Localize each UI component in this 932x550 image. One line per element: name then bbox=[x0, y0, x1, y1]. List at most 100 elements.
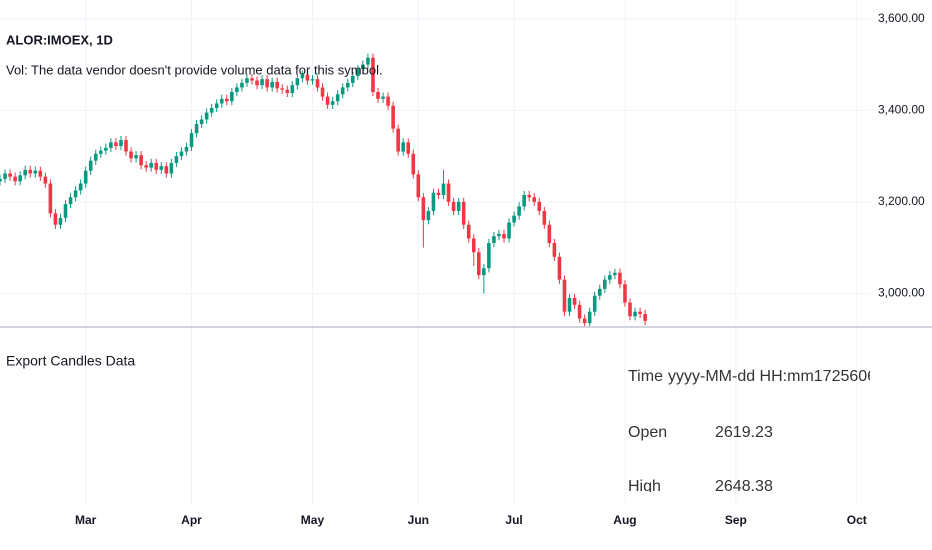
candle-body bbox=[310, 79, 315, 81]
candle-body bbox=[144, 165, 148, 168]
candle-body bbox=[230, 92, 234, 102]
candle-body bbox=[159, 166, 164, 170]
candle-body bbox=[401, 142, 405, 152]
candle-body bbox=[270, 81, 274, 88]
candle-body bbox=[587, 311, 592, 324]
candle-body bbox=[345, 82, 350, 88]
candle-body bbox=[446, 183, 451, 202]
candle-body bbox=[179, 151, 184, 157]
candle-body bbox=[99, 150, 103, 154]
candle-body bbox=[597, 288, 602, 296]
candle-body bbox=[260, 79, 264, 86]
grid bbox=[0, 0, 870, 505]
candle-body bbox=[3, 173, 7, 179]
candle-body bbox=[537, 201, 542, 212]
candle-body bbox=[466, 224, 471, 239]
candle-body bbox=[456, 201, 461, 212]
candle-body bbox=[250, 78, 254, 81]
candle-body bbox=[240, 82, 244, 88]
candle-body bbox=[28, 169, 33, 174]
x-tick-label: Sep bbox=[725, 513, 747, 527]
candle-body bbox=[356, 69, 360, 76]
candle-body bbox=[204, 112, 209, 120]
table-key: High bbox=[628, 478, 661, 495]
candle-body bbox=[638, 311, 642, 315]
candle-body bbox=[245, 78, 249, 83]
candle-body bbox=[351, 75, 355, 83]
candle-body bbox=[547, 224, 552, 244]
candle-body bbox=[184, 146, 189, 152]
candle-body bbox=[164, 166, 169, 174]
candle-body bbox=[255, 80, 259, 86]
candle-body bbox=[431, 192, 436, 212]
candle-body bbox=[361, 64, 365, 70]
candle-body bbox=[557, 256, 562, 280]
candle-body bbox=[451, 201, 456, 212]
candle-body bbox=[618, 272, 622, 285]
x-tick-label: Mar bbox=[75, 513, 97, 527]
candle-body bbox=[381, 96, 385, 99]
y-tick-label: 3,400.00 bbox=[878, 102, 925, 116]
candle-body bbox=[482, 268, 486, 276]
candle-body bbox=[552, 243, 557, 257]
candle-body bbox=[592, 295, 597, 312]
candle-body bbox=[63, 204, 68, 218]
candle-body bbox=[154, 162, 159, 170]
candle-body bbox=[285, 89, 290, 93]
candle-body bbox=[8, 173, 12, 177]
candle-body bbox=[265, 79, 269, 88]
candles bbox=[0, 53, 647, 326]
candle-body bbox=[577, 304, 582, 319]
candle-body bbox=[320, 87, 325, 97]
candle-body bbox=[497, 233, 501, 237]
x-tick-label: Aug bbox=[613, 513, 636, 527]
candle-body bbox=[225, 98, 229, 102]
candle-body bbox=[411, 153, 416, 175]
candle-body bbox=[58, 217, 63, 225]
candle-body bbox=[471, 238, 476, 253]
candle-body bbox=[527, 195, 531, 198]
x-tick-label: Apr bbox=[181, 513, 202, 527]
candle-body bbox=[93, 153, 98, 161]
candle-body bbox=[33, 170, 38, 174]
candle-body bbox=[149, 162, 153, 168]
x-tick-label: Jul bbox=[505, 513, 522, 527]
candle-body bbox=[512, 215, 516, 223]
candle-body bbox=[315, 79, 320, 88]
candle-body bbox=[78, 183, 83, 191]
volume-note: Vol: The data vendor doesn't provide vol… bbox=[6, 62, 383, 77]
candle-body bbox=[23, 169, 27, 176]
candle-body bbox=[68, 197, 73, 205]
y-tick-label: 3,200.00 bbox=[878, 194, 925, 208]
candle-body bbox=[83, 170, 88, 184]
candle-body bbox=[295, 78, 300, 86]
candle-body bbox=[396, 128, 400, 152]
axes: 3,000.00 3,200.00 3,400.00 3,600.00 Mar Apr Ma… bbox=[75, 11, 925, 527]
candle-body bbox=[109, 142, 113, 148]
candle-body bbox=[613, 272, 617, 276]
candle-body bbox=[406, 142, 411, 154]
candle-body bbox=[134, 155, 138, 159]
candle-body bbox=[572, 297, 577, 305]
candle-body bbox=[366, 57, 370, 65]
x-tick-label: Oct bbox=[847, 513, 867, 527]
candle-body bbox=[386, 96, 390, 106]
candle-body bbox=[608, 275, 612, 280]
candle-body bbox=[441, 183, 446, 195]
candle-body bbox=[477, 252, 481, 276]
y-tick-label: 3,600.00 bbox=[878, 11, 925, 25]
candle-body bbox=[582, 318, 587, 324]
candle-body bbox=[235, 87, 239, 93]
table-value: 2648.38 bbox=[715, 478, 773, 495]
candle-body bbox=[104, 147, 108, 151]
export-table: Time yyyy-MM-dd HH:mm1725606000000 Open … bbox=[628, 368, 870, 495]
candle-body bbox=[340, 87, 345, 95]
candle-body bbox=[139, 155, 143, 166]
candle-body bbox=[542, 211, 547, 225]
candle-body bbox=[603, 279, 607, 289]
x-tick-label: Jun bbox=[408, 513, 429, 527]
candle-body bbox=[214, 103, 219, 109]
candle-body bbox=[623, 284, 627, 303]
table-key: Open bbox=[628, 424, 667, 441]
